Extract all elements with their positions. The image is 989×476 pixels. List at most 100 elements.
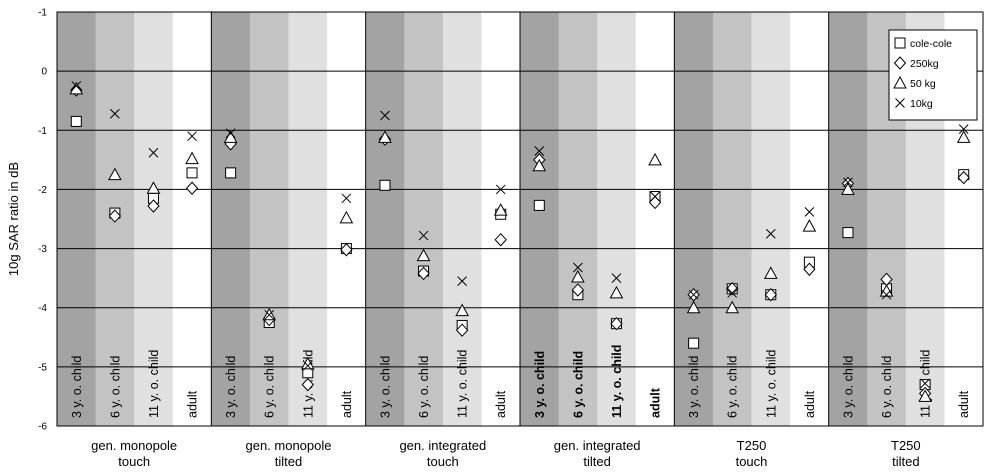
marker-triangle bbox=[725, 300, 740, 314]
marker-triangle bbox=[493, 203, 508, 216]
column-label: 3 y. o. child bbox=[378, 356, 392, 418]
legend-marker-triangle bbox=[893, 75, 907, 89]
column-band bbox=[558, 12, 598, 426]
column-label: 6 y. o. child bbox=[726, 356, 740, 418]
marker-x bbox=[611, 273, 622, 283]
y-tick-label: 0 bbox=[41, 67, 47, 78]
marker-diamond bbox=[957, 170, 970, 185]
column-band bbox=[635, 12, 675, 426]
marker-x bbox=[457, 276, 467, 286]
y-tick-labels: -1 0 -1 -2 -3 -4 -5 -6 bbox=[38, 8, 47, 433]
legend-label: 250kg bbox=[910, 58, 939, 70]
column-bands bbox=[57, 12, 984, 426]
marker-square bbox=[186, 167, 198, 179]
column-label: 6 y. o. child bbox=[108, 356, 122, 418]
column-band bbox=[712, 12, 752, 426]
marker-triangle bbox=[648, 152, 662, 166]
legend-label: 10kg bbox=[910, 98, 933, 110]
marker-triangle bbox=[841, 182, 855, 195]
group-label-line2: touch bbox=[427, 454, 459, 469]
column-band bbox=[751, 12, 791, 426]
column-band bbox=[365, 12, 405, 426]
y-axis-label: 10g SAR ratio in dB bbox=[6, 162, 21, 276]
column-band bbox=[404, 12, 444, 426]
column-band bbox=[134, 12, 174, 426]
y-tick-label: -5 bbox=[38, 362, 47, 373]
marker-triangle bbox=[879, 284, 894, 297]
marker-triangle bbox=[686, 300, 701, 314]
column-labels: 3 y. o. child 6 y. o. child 11 y. o. child… bbox=[70, 345, 971, 418]
marker-x bbox=[843, 177, 853, 188]
marker-diamond bbox=[455, 323, 469, 337]
column-band bbox=[828, 12, 868, 426]
column-label: 3 y. o. child bbox=[687, 356, 701, 418]
group-label-line2: tilted bbox=[583, 454, 610, 469]
marker-diamond bbox=[494, 232, 507, 247]
marker-x bbox=[804, 207, 815, 217]
marker-triangle bbox=[378, 130, 392, 143]
marker-triangle bbox=[416, 248, 431, 262]
group-label-line1: gen. monopole bbox=[91, 438, 177, 453]
marker-diamond bbox=[185, 181, 199, 195]
marker-triangle bbox=[609, 285, 624, 299]
marker-x bbox=[71, 81, 82, 91]
group-label-line1: gen. integrated bbox=[399, 438, 486, 453]
marker-x bbox=[302, 360, 313, 371]
column-band bbox=[249, 12, 289, 426]
y-tick-label: -1 bbox=[38, 126, 47, 137]
column-label: 6 y. o. child bbox=[417, 356, 431, 418]
group-label-line2: touch bbox=[118, 454, 150, 469]
marker-x bbox=[534, 146, 545, 156]
y-tick-label: -4 bbox=[38, 303, 47, 314]
group-label-line1: T250 bbox=[737, 438, 767, 453]
column-label: 11 y. o. child bbox=[764, 350, 778, 418]
marker-x bbox=[881, 289, 892, 300]
marker-square bbox=[379, 179, 391, 191]
marker-x bbox=[148, 147, 159, 158]
marker-diamond bbox=[610, 316, 623, 331]
marker-x bbox=[958, 124, 969, 134]
marker-x bbox=[341, 193, 352, 204]
y-tick-label: -3 bbox=[38, 244, 47, 255]
column-band bbox=[674, 12, 714, 426]
marker-square bbox=[533, 199, 545, 211]
column-label: adult bbox=[340, 390, 354, 418]
marker-triangle bbox=[185, 151, 199, 165]
column-label: adult bbox=[186, 390, 200, 418]
legend-label: 50 kg bbox=[910, 78, 936, 90]
column-label: adult bbox=[803, 390, 817, 418]
marker-x bbox=[573, 262, 583, 273]
marker-diamond bbox=[147, 199, 160, 213]
marker-x bbox=[225, 128, 236, 139]
column-label: adult bbox=[649, 387, 663, 418]
column-label: 11 y. o. child bbox=[456, 350, 470, 418]
column-label: 11 y. o. child bbox=[610, 345, 624, 418]
column-label: adult bbox=[957, 390, 971, 418]
y-tick-label: -2 bbox=[38, 185, 47, 196]
column-band bbox=[211, 12, 251, 426]
column-label: adult bbox=[494, 390, 508, 418]
group-label-line1: gen. integrated bbox=[554, 438, 641, 453]
marker-square bbox=[842, 227, 854, 239]
group-label-line2: tilted bbox=[275, 454, 302, 469]
marker-triangle bbox=[146, 181, 161, 194]
marker-diamond bbox=[764, 287, 777, 302]
marker-x bbox=[418, 230, 429, 241]
marker-diamond bbox=[803, 262, 816, 277]
group-label-line1: T250 bbox=[891, 438, 921, 453]
marker-square bbox=[70, 115, 82, 127]
marker-diamond bbox=[571, 283, 585, 297]
marker-x bbox=[187, 131, 197, 142]
marker-diamond bbox=[108, 209, 122, 223]
column-label: 3 y. o. child bbox=[841, 356, 855, 418]
legend-marker-x bbox=[895, 98, 905, 108]
column-label: 6 y. o. child bbox=[880, 356, 894, 418]
marker-triangle bbox=[763, 266, 778, 279]
group-label-line1: gen. monopole bbox=[245, 438, 331, 453]
marker-triangle bbox=[918, 389, 932, 402]
column-band bbox=[172, 12, 212, 426]
column-label: 6 y. o. child bbox=[263, 356, 277, 418]
marker-triangle bbox=[532, 158, 547, 172]
marker-triangle bbox=[339, 210, 354, 224]
